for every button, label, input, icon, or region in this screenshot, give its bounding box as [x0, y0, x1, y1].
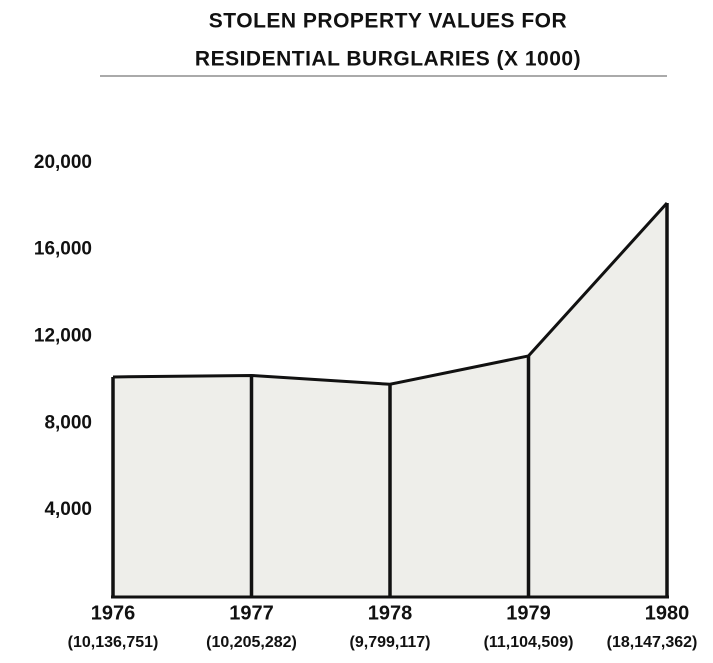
y-tick-label: 12,000	[34, 326, 92, 347]
x-tick-label: 1979	[506, 602, 551, 624]
value-label: (9,799,117)	[350, 634, 431, 651]
value-label: (18,147,362)	[607, 634, 698, 651]
y-tick-label: 4,000	[44, 499, 92, 520]
line	[112, 202, 669, 386]
value-label: (10,205,282)	[206, 634, 297, 651]
chart-title: RESIDENTIAL BURGLARIES (X 1000)	[195, 48, 581, 71]
chart-title: STOLEN PROPERTY VALUES FOR	[209, 10, 567, 33]
x-tick-label: 1976	[91, 602, 136, 624]
y-tick-label: 16,000	[34, 239, 92, 260]
y-tick-label: 20,000	[34, 152, 92, 173]
y-tick-label: 8,000	[44, 412, 92, 433]
x-tick-label: 1978	[368, 602, 413, 624]
value-label: (10,136,751)	[68, 634, 159, 651]
value-label: (11,104,509)	[484, 634, 574, 651]
x-tick-label: 1980	[645, 602, 690, 624]
x-tick-label: 1977	[229, 602, 274, 624]
